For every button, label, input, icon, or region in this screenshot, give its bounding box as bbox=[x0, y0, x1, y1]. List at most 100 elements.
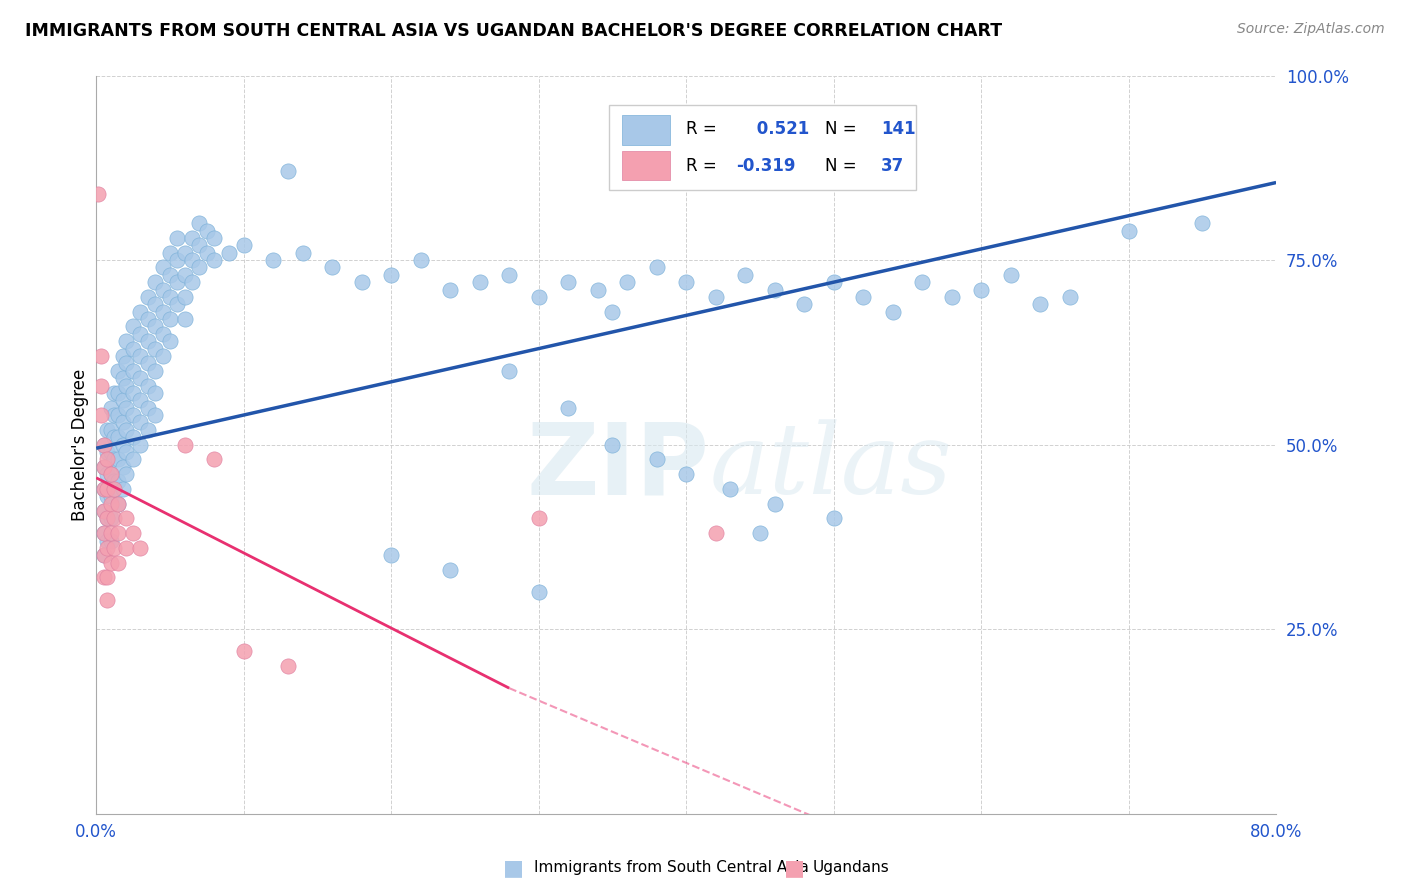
Text: R =: R = bbox=[686, 157, 717, 175]
Point bbox=[111, 416, 134, 430]
Point bbox=[122, 526, 145, 541]
Point bbox=[93, 459, 115, 474]
Text: 37: 37 bbox=[880, 157, 904, 175]
Point bbox=[152, 283, 174, 297]
Point bbox=[129, 393, 152, 408]
Text: N =: N = bbox=[825, 120, 858, 138]
Point bbox=[1059, 290, 1081, 304]
Point bbox=[557, 275, 579, 289]
Point bbox=[763, 497, 786, 511]
Point bbox=[103, 541, 125, 555]
Point bbox=[122, 342, 145, 356]
Point bbox=[675, 467, 697, 481]
Point bbox=[166, 253, 188, 268]
Text: Immigrants from South Central Asia: Immigrants from South Central Asia bbox=[534, 861, 810, 875]
Point bbox=[188, 238, 211, 252]
Text: IMMIGRANTS FROM SOUTH CENTRAL ASIA VS UGANDAN BACHELOR'S DEGREE CORRELATION CHAR: IMMIGRANTS FROM SOUTH CENTRAL ASIA VS UG… bbox=[25, 22, 1002, 40]
Point bbox=[143, 275, 166, 289]
Point bbox=[96, 445, 118, 459]
Point bbox=[107, 408, 129, 422]
Point bbox=[96, 541, 118, 555]
Point bbox=[181, 253, 204, 268]
Point bbox=[122, 408, 145, 422]
Text: ■: ■ bbox=[785, 858, 804, 878]
Point bbox=[262, 253, 284, 268]
Point bbox=[107, 475, 129, 489]
Point bbox=[159, 268, 181, 282]
Point bbox=[498, 364, 520, 378]
Y-axis label: Bachelor's Degree: Bachelor's Degree bbox=[72, 368, 89, 521]
Point bbox=[129, 541, 152, 555]
Text: -0.319: -0.319 bbox=[735, 157, 796, 175]
Point bbox=[350, 275, 373, 289]
Point bbox=[100, 423, 122, 437]
Point bbox=[136, 290, 159, 304]
Point bbox=[129, 326, 152, 341]
Point bbox=[136, 334, 159, 349]
Point bbox=[93, 504, 115, 518]
Text: 141: 141 bbox=[880, 120, 915, 138]
Point bbox=[122, 385, 145, 400]
Point bbox=[96, 511, 118, 525]
Point bbox=[129, 416, 152, 430]
Point bbox=[107, 452, 129, 467]
Point bbox=[129, 437, 152, 451]
Point bbox=[173, 245, 195, 260]
Point bbox=[1191, 216, 1213, 230]
Point bbox=[143, 319, 166, 334]
Point bbox=[143, 364, 166, 378]
Point bbox=[645, 452, 668, 467]
Point bbox=[602, 437, 624, 451]
Point bbox=[111, 371, 134, 385]
Point bbox=[793, 297, 815, 311]
Point bbox=[100, 401, 122, 415]
Point bbox=[232, 238, 254, 252]
Point bbox=[718, 482, 741, 496]
Point bbox=[380, 549, 402, 563]
Point bbox=[111, 459, 134, 474]
Text: 0.521: 0.521 bbox=[751, 120, 810, 138]
Point bbox=[704, 526, 727, 541]
Point bbox=[173, 312, 195, 326]
Point bbox=[152, 304, 174, 318]
Point bbox=[675, 275, 697, 289]
Point bbox=[96, 489, 118, 503]
Point bbox=[114, 445, 136, 459]
Point bbox=[152, 326, 174, 341]
Point bbox=[195, 223, 218, 237]
Point bbox=[96, 511, 118, 525]
Point bbox=[143, 385, 166, 400]
Point bbox=[823, 511, 845, 525]
Text: N =: N = bbox=[825, 157, 858, 175]
Point bbox=[114, 541, 136, 555]
Point bbox=[136, 423, 159, 437]
Point bbox=[103, 475, 125, 489]
Point bbox=[96, 467, 118, 481]
Point bbox=[152, 260, 174, 275]
Point bbox=[100, 497, 122, 511]
Text: Ugandans: Ugandans bbox=[813, 861, 890, 875]
Point bbox=[152, 349, 174, 363]
Point bbox=[96, 482, 118, 496]
Point bbox=[122, 364, 145, 378]
Point bbox=[103, 482, 125, 496]
Point bbox=[96, 423, 118, 437]
Point bbox=[586, 283, 609, 297]
Point bbox=[166, 297, 188, 311]
Point bbox=[111, 482, 134, 496]
Point bbox=[103, 385, 125, 400]
Point bbox=[734, 268, 756, 282]
Point bbox=[321, 260, 343, 275]
Point bbox=[93, 482, 115, 496]
Point bbox=[166, 275, 188, 289]
Point bbox=[93, 526, 115, 541]
Point bbox=[122, 430, 145, 444]
Text: R =: R = bbox=[686, 120, 717, 138]
Point bbox=[107, 497, 129, 511]
Point bbox=[96, 533, 118, 548]
Point bbox=[107, 526, 129, 541]
Point bbox=[173, 437, 195, 451]
Point bbox=[173, 268, 195, 282]
Point bbox=[823, 275, 845, 289]
Text: ZIP: ZIP bbox=[527, 418, 710, 516]
